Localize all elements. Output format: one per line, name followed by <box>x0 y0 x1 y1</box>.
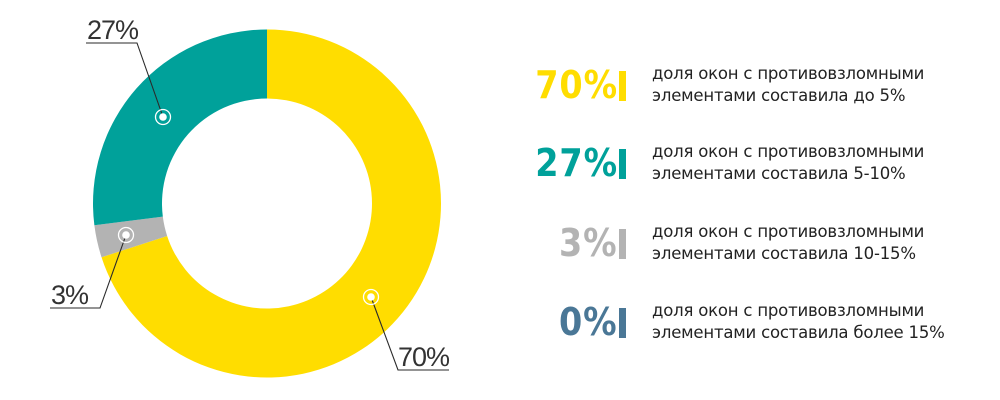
leader-line <box>370 296 449 371</box>
legend-description-line: доля окон с противовзломными <box>652 301 925 320</box>
legend-item-70: 70% доля окон с противовзломными элемент… <box>500 63 1000 113</box>
marker-ring-icon <box>154 108 172 126</box>
legend-color-bar <box>619 308 626 338</box>
marker-ring-icon <box>362 288 380 306</box>
legend-description-line: доля окон с противовзломными <box>652 142 925 161</box>
marker-ring-icon <box>117 226 135 244</box>
legend-color-bar <box>619 149 626 179</box>
donut-segment <box>101 29 441 378</box>
callout-label: 27% <box>87 15 139 45</box>
marker-dot-icon <box>367 293 375 301</box>
legend-value: 27% <box>535 141 618 185</box>
legend-description-line: доля окон с противовзломными <box>652 222 925 241</box>
legend: 70% доля окон с противовзломными элемент… <box>500 0 1000 400</box>
legend-item-27: 27% доля окон с противовзломными элемент… <box>500 141 1000 191</box>
legend-description: доля окон с противовзломными элементами … <box>652 300 945 344</box>
legend-color-bar <box>619 71 626 101</box>
marker-dot-icon <box>122 231 130 239</box>
marker-dot-icon <box>159 113 167 121</box>
legend-description: доля окон с противовзломными элементами … <box>652 221 924 265</box>
legend-color-bar <box>619 229 626 259</box>
legend-description-line: элементами составила более 15% <box>652 323 945 342</box>
legend-description: доля окон с противовзломными элементами … <box>652 63 924 107</box>
donut-segment <box>93 29 267 226</box>
legend-value: 70% <box>535 63 618 107</box>
leader-line <box>86 42 164 118</box>
donut-segments <box>93 29 441 378</box>
legend-description-line: элементами составила 10-15% <box>652 244 916 263</box>
legend-value: 0% <box>559 300 618 344</box>
legend-description: доля окон с противовзломными элементами … <box>652 141 924 185</box>
legend-description-line: элементами составила до 5% <box>652 86 906 105</box>
legend-item-3: 3% доля окон с противовзломными элемента… <box>500 221 1000 271</box>
legend-item-0: 0% доля окон с противовзломными элемента… <box>500 300 1000 350</box>
legend-value: 3% <box>559 221 618 265</box>
donut-callouts: 70% 3% 27% <box>50 15 451 372</box>
leader-line <box>50 234 127 309</box>
callout-label: 70% <box>398 342 450 372</box>
donut-segment <box>94 216 168 258</box>
callout-label: 3% <box>51 280 89 310</box>
legend-description-line: элементами составила 5-10% <box>652 164 906 183</box>
legend-description-line: доля окон с противовзломными <box>652 64 925 83</box>
